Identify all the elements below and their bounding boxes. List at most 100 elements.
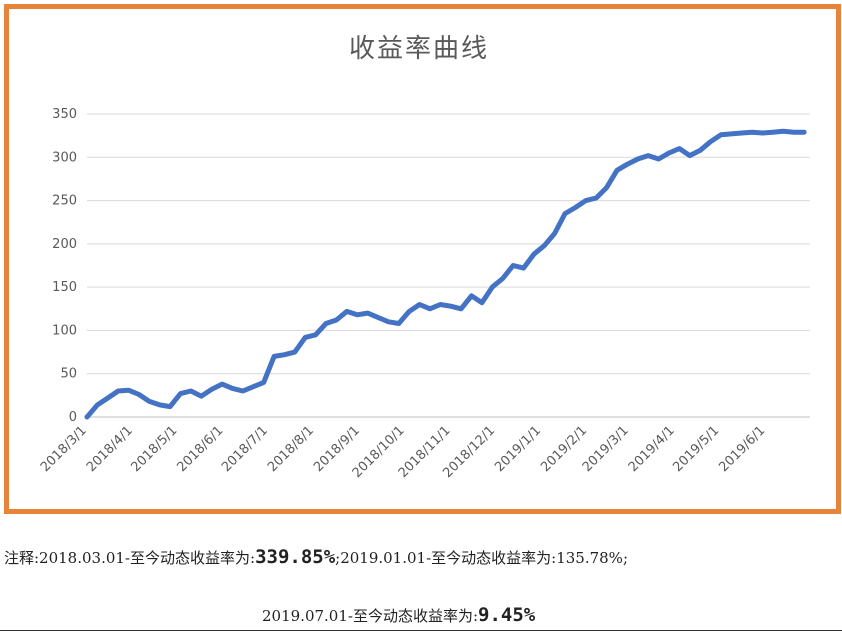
x-tick-label: 2019/1/1 <box>492 423 544 475</box>
y-tick-label: 350 <box>52 107 77 122</box>
x-tick-label: 2019/5/1 <box>670 423 722 475</box>
y-tick-label: 150 <box>52 280 77 295</box>
data-point <box>553 232 556 235</box>
data-point <box>678 147 681 150</box>
series-layer <box>84 128 807 420</box>
data-point <box>532 253 536 256</box>
data-point <box>428 307 432 310</box>
data-point <box>449 305 452 308</box>
data-point <box>314 333 317 336</box>
data-point <box>636 157 639 161</box>
data-point <box>241 389 245 393</box>
data-point <box>106 396 110 400</box>
data-point <box>501 277 504 280</box>
data-point <box>189 389 193 393</box>
data-point <box>376 316 380 319</box>
x-tick-label: 2018/3/1 <box>38 423 90 475</box>
data-point <box>397 322 400 325</box>
data-point <box>85 415 89 419</box>
data-point <box>127 389 130 392</box>
chart-frame: 收益率曲线 0 50 100 150 200 250 300 350 2018/3/1 2018… <box>4 4 841 514</box>
gridlines <box>87 113 810 418</box>
data-point <box>231 387 234 390</box>
data-point <box>688 154 691 157</box>
series-line <box>84 128 807 420</box>
data-point <box>210 388 213 391</box>
data-point <box>158 403 161 407</box>
data-point <box>345 310 348 313</box>
data-point <box>595 196 598 200</box>
data-point <box>730 132 733 136</box>
data-point <box>761 131 764 135</box>
data-point <box>179 392 182 395</box>
x-tick-label: 2018/7/1 <box>219 423 271 475</box>
y-axis-ticks: 0 50 100 150 200 250 300 350 <box>52 107 77 425</box>
data-point <box>522 266 525 270</box>
data-point <box>750 131 754 134</box>
bottom-divider <box>0 630 842 631</box>
note-1-suffix: ;2019.01.01-至今动态收益率为:135.78%; <box>335 549 628 567</box>
data-point <box>220 382 224 386</box>
data-point <box>137 393 141 396</box>
data-point <box>335 318 338 322</box>
data-point <box>387 320 390 323</box>
note-2-return-value: 9.45% <box>478 604 536 626</box>
data-point <box>802 131 806 134</box>
data-point <box>543 244 546 247</box>
data-point <box>293 350 296 354</box>
data-point <box>615 169 619 172</box>
data-point <box>366 311 369 315</box>
data-point <box>480 301 484 304</box>
data-point <box>324 322 328 325</box>
data-point <box>459 307 463 310</box>
x-tick-label: 2018/5/1 <box>128 423 180 475</box>
x-tick-label: 2018/8/1 <box>265 423 317 475</box>
note-1-return-total: 339.85% <box>255 546 336 568</box>
data-point <box>418 303 421 306</box>
data-point <box>96 403 99 407</box>
data-point <box>719 133 723 136</box>
data-point <box>439 303 442 306</box>
data-point <box>304 336 307 339</box>
data-point <box>647 154 650 157</box>
y-tick-label: 200 <box>52 237 77 252</box>
data-point <box>657 157 660 161</box>
y-tick-label: 0 <box>69 410 77 425</box>
data-point <box>148 400 151 403</box>
data-point <box>563 212 567 215</box>
x-tick-label: 2019/6/1 <box>716 423 768 475</box>
data-point <box>168 405 172 408</box>
data-point <box>740 131 743 135</box>
data-point <box>470 294 473 297</box>
data-point <box>667 151 671 155</box>
data-point <box>792 131 795 134</box>
note-2-prefix: 2019.07.01-至今动态收益率为: <box>262 607 479 625</box>
data-point <box>283 353 286 356</box>
data-point <box>272 355 276 358</box>
data-point <box>262 381 265 384</box>
y-tick-label: 50 <box>60 367 77 382</box>
x-tick-label: 2019/3/1 <box>580 423 632 475</box>
data-point <box>698 149 702 152</box>
data-point <box>709 140 712 143</box>
y-tick-label: 300 <box>52 150 77 165</box>
data-point <box>252 385 255 388</box>
x-tick-label: 2018/4/1 <box>84 423 136 475</box>
x-axis-ticks: 2018/3/12018/4/12018/5/12018/6/12018/7/1… <box>38 423 768 481</box>
data-point <box>605 186 608 189</box>
data-point <box>782 130 785 133</box>
x-tick-label: 2018/6/1 <box>175 423 227 475</box>
note-line-1: 注释:2018.03.01-至今动态收益率为:339.85%;2019.01.0… <box>4 546 628 568</box>
data-point <box>356 313 359 316</box>
data-point <box>491 285 494 289</box>
data-point <box>771 131 775 134</box>
x-tick-label: 2019/4/1 <box>626 423 678 475</box>
y-tick-label: 100 <box>52 323 77 338</box>
data-point <box>511 264 515 267</box>
y-tick-label: 250 <box>52 194 77 209</box>
data-point <box>626 163 629 166</box>
chart-title: 收益率曲线 <box>349 34 489 64</box>
data-point <box>200 395 203 398</box>
data-point <box>574 206 577 209</box>
